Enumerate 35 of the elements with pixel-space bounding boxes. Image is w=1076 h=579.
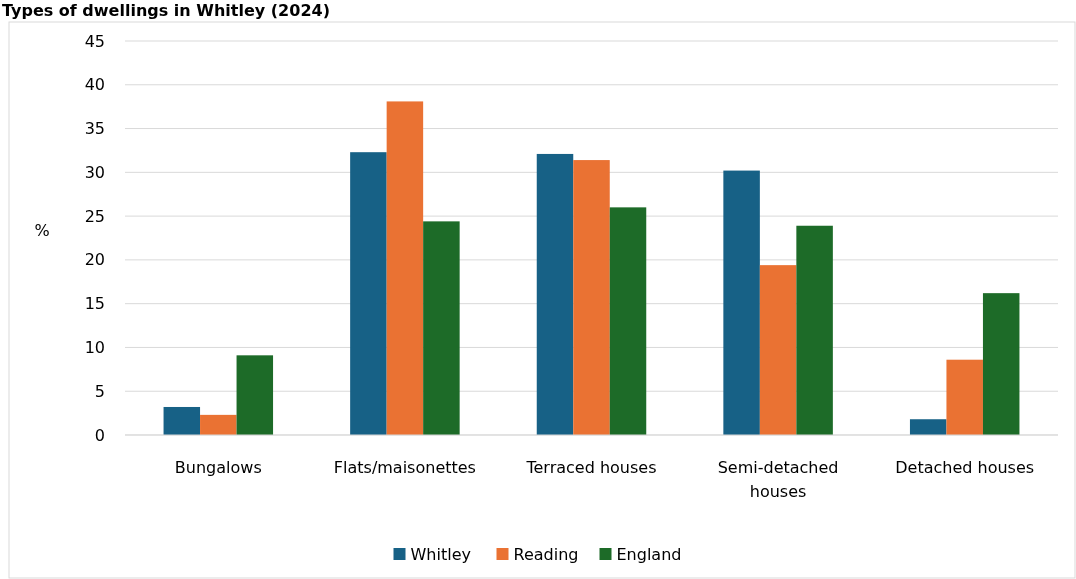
bar [236, 355, 274, 435]
bar [386, 101, 424, 435]
x-tick-label: Detached houses [895, 458, 1035, 477]
y-tick-label: 15 [84, 294, 105, 314]
bar [609, 207, 647, 435]
bar [423, 221, 460, 435]
bar [573, 160, 610, 435]
bar [350, 152, 387, 435]
y-axis-title: % [34, 221, 50, 240]
legend-label: Reading [513, 544, 579, 564]
bar [536, 153, 574, 435]
x-tick-label: Semi-detached houses [717, 458, 839, 501]
legend-label: Whitley [410, 544, 471, 564]
bar [723, 170, 760, 435]
bar [946, 359, 983, 435]
bar [796, 225, 833, 435]
bar [909, 419, 947, 435]
x-tick-label: Terraced houses [525, 458, 657, 477]
y-tick-label: 40 [84, 75, 105, 95]
y-tick-label: 30 [84, 162, 105, 182]
x-tick-label: Bungalows [174, 458, 262, 477]
bar [200, 414, 237, 435]
y-tick-label: 0 [94, 425, 105, 445]
y-tick-label: 20 [84, 250, 105, 270]
y-tick-label: 35 [84, 119, 105, 139]
x-tick-label: Flats/maisonettes [333, 458, 476, 477]
bar [759, 265, 797, 435]
bar [163, 406, 201, 435]
bar [982, 293, 1020, 435]
y-tick-label: 25 [84, 206, 105, 226]
chart-title: Types of dwellings in Whitley (2024) [2, 1, 330, 20]
y-tick-label: 10 [84, 338, 105, 358]
y-tick-label: 5 [94, 381, 105, 401]
legend-label: England [616, 544, 682, 564]
y-tick-label: 45 [84, 31, 105, 51]
